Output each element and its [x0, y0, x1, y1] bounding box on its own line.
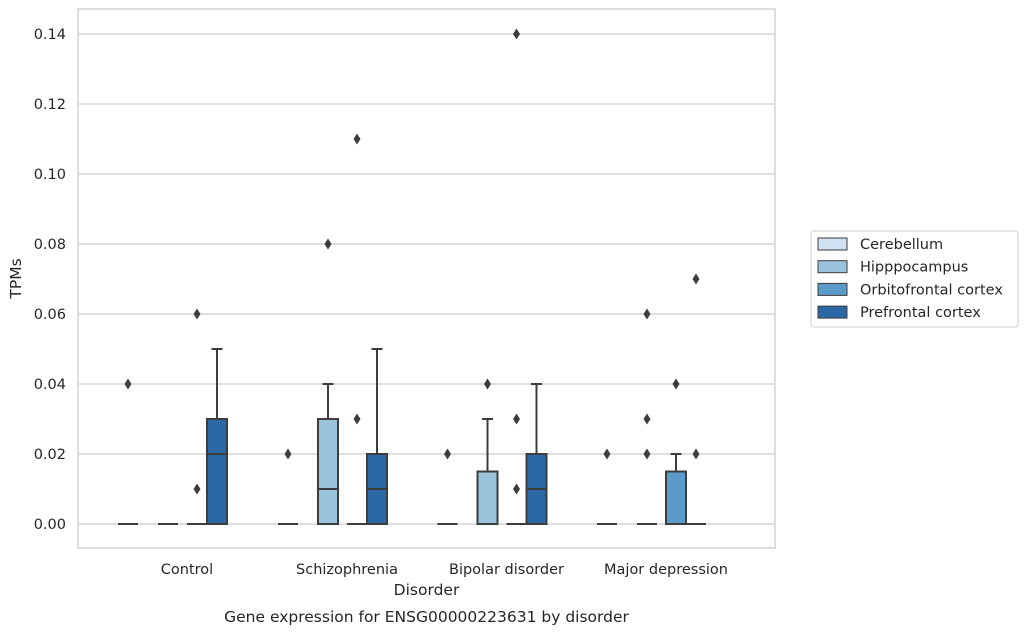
chart-caption: Gene expression for ENSG00000223631 by d… — [224, 608, 629, 626]
outlier-point — [513, 483, 520, 495]
box-body — [317, 418, 339, 525]
outlier-point — [513, 28, 520, 40]
outlier-point — [324, 238, 332, 250]
x-tick-label: Major depression — [604, 562, 728, 578]
box-2-1 — [347, 133, 367, 525]
y-axis-label: TPMs — [7, 258, 25, 299]
x-axis-label: Disorder — [394, 581, 460, 599]
box-3-0 — [206, 348, 228, 525]
outlier-point — [692, 448, 700, 460]
legend: Cerebellum Hipppocampus Orbitofrontal cort… — [810, 230, 1019, 328]
y-tick-label: 0.14 — [34, 27, 66, 43]
box-1-3 — [637, 308, 657, 525]
legend-label: Hipppocampus — [860, 260, 968, 276]
outlier-point — [603, 448, 611, 460]
legend-label: Prefrontal cortex — [860, 305, 981, 321]
box-0-0 — [118, 378, 138, 525]
y-tick-label: 0.06 — [34, 307, 66, 323]
x-tick-label: Bipolar disorder — [449, 562, 564, 578]
y-tick-label: 0.02 — [34, 447, 66, 463]
legend-label: Cerebellum — [860, 237, 943, 253]
x-tick-label: Schizophrenia — [296, 562, 398, 578]
outlier-point — [124, 378, 132, 390]
box-body — [476, 470, 499, 525]
y-tick-label: 0.12 — [34, 97, 66, 113]
box-body — [206, 418, 228, 525]
legend-label: Orbitofrontal cortex — [860, 282, 1003, 298]
outlier-point — [513, 413, 520, 425]
box-series-group — [118, 28, 706, 525]
box-3-1 — [366, 348, 388, 525]
box-3-2 — [525, 383, 548, 525]
box-1-1 — [317, 238, 339, 525]
outlier-point — [692, 273, 700, 285]
x-tick-label: Control — [161, 562, 213, 578]
outlier-point — [643, 448, 651, 460]
outlier-point — [353, 413, 361, 425]
x-axis-ticks: Control Schizophrenia Bipolar disorder Majo… — [161, 562, 728, 578]
y-tick-label: 0.10 — [34, 167, 66, 183]
legend-frame — [810, 230, 1019, 328]
box-1-2 — [476, 378, 499, 525]
box-2-0 — [187, 308, 207, 525]
box-0-2 — [437, 448, 458, 525]
y-tick-label: 0.08 — [34, 237, 66, 253]
plot-area-frame — [77, 8, 776, 549]
box-body — [665, 470, 687, 525]
outlier-point — [672, 378, 680, 390]
legend-swatch — [817, 282, 848, 296]
y-tick-label: 0.04 — [34, 377, 66, 393]
box-3-3 — [686, 273, 706, 525]
y-tick-label: 0.00 — [34, 517, 66, 533]
outlier-point — [193, 308, 201, 320]
outlier-point — [193, 483, 201, 495]
outlier-point — [643, 308, 651, 320]
outlier-point — [284, 448, 292, 460]
box-0-1 — [278, 448, 298, 525]
box-2-2 — [506, 28, 527, 525]
outlier-point — [484, 378, 491, 390]
legend-swatch — [817, 305, 848, 319]
y-axis-ticks: 0.00 0.02 0.04 0.06 0.08 0.10 0.12 0.14 — [34, 27, 66, 533]
legend-swatch — [817, 260, 848, 274]
box-0-3 — [597, 448, 617, 525]
box-2-3 — [665, 378, 687, 525]
outlier-point — [643, 413, 651, 425]
outlier-point — [353, 133, 361, 145]
outlier-point — [444, 448, 451, 460]
legend-swatch — [817, 237, 848, 251]
